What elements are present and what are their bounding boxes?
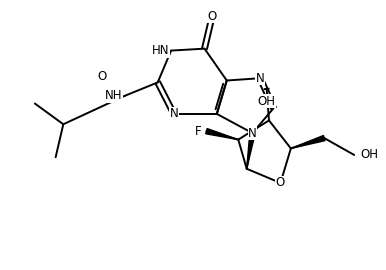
Text: O: O [276, 177, 285, 190]
Text: N: N [248, 127, 257, 140]
Polygon shape [247, 133, 255, 169]
Text: N: N [169, 107, 178, 120]
Text: O: O [98, 70, 107, 83]
Polygon shape [206, 129, 238, 140]
Polygon shape [291, 136, 325, 148]
Text: NH: NH [105, 89, 123, 102]
Text: OH: OH [360, 148, 378, 161]
Text: F: F [195, 125, 202, 138]
Text: O: O [208, 9, 217, 22]
Text: N: N [256, 72, 264, 85]
Text: OH: OH [258, 95, 276, 108]
Text: HN: HN [152, 44, 169, 57]
